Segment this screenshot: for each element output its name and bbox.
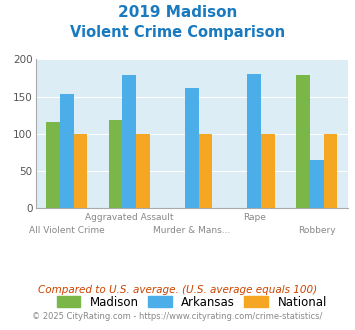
Text: All Violent Crime: All Violent Crime xyxy=(29,226,105,235)
Text: © 2025 CityRating.com - https://www.cityrating.com/crime-statistics/: © 2025 CityRating.com - https://www.city… xyxy=(32,312,323,321)
Bar xyxy=(73,134,87,208)
Bar xyxy=(122,75,136,208)
Bar xyxy=(109,119,122,208)
Text: 2019 Madison: 2019 Madison xyxy=(118,5,237,20)
Bar xyxy=(185,88,198,208)
Text: Violent Crime Comparison: Violent Crime Comparison xyxy=(70,25,285,40)
Bar xyxy=(261,134,275,208)
Bar xyxy=(60,94,73,208)
Bar xyxy=(296,75,310,208)
Text: Robbery: Robbery xyxy=(298,226,335,235)
Text: Murder & Mans...: Murder & Mans... xyxy=(153,226,230,235)
Bar xyxy=(247,74,261,208)
Bar xyxy=(323,134,337,208)
Text: Rape: Rape xyxy=(243,213,266,222)
Text: Compared to U.S. average. (U.S. average equals 100): Compared to U.S. average. (U.S. average … xyxy=(38,285,317,295)
Bar xyxy=(310,160,323,208)
Bar xyxy=(136,134,150,208)
Bar xyxy=(198,134,212,208)
Legend: Madison, Arkansas, National: Madison, Arkansas, National xyxy=(52,291,332,314)
Bar xyxy=(46,122,60,208)
Text: Aggravated Assault: Aggravated Assault xyxy=(85,213,174,222)
